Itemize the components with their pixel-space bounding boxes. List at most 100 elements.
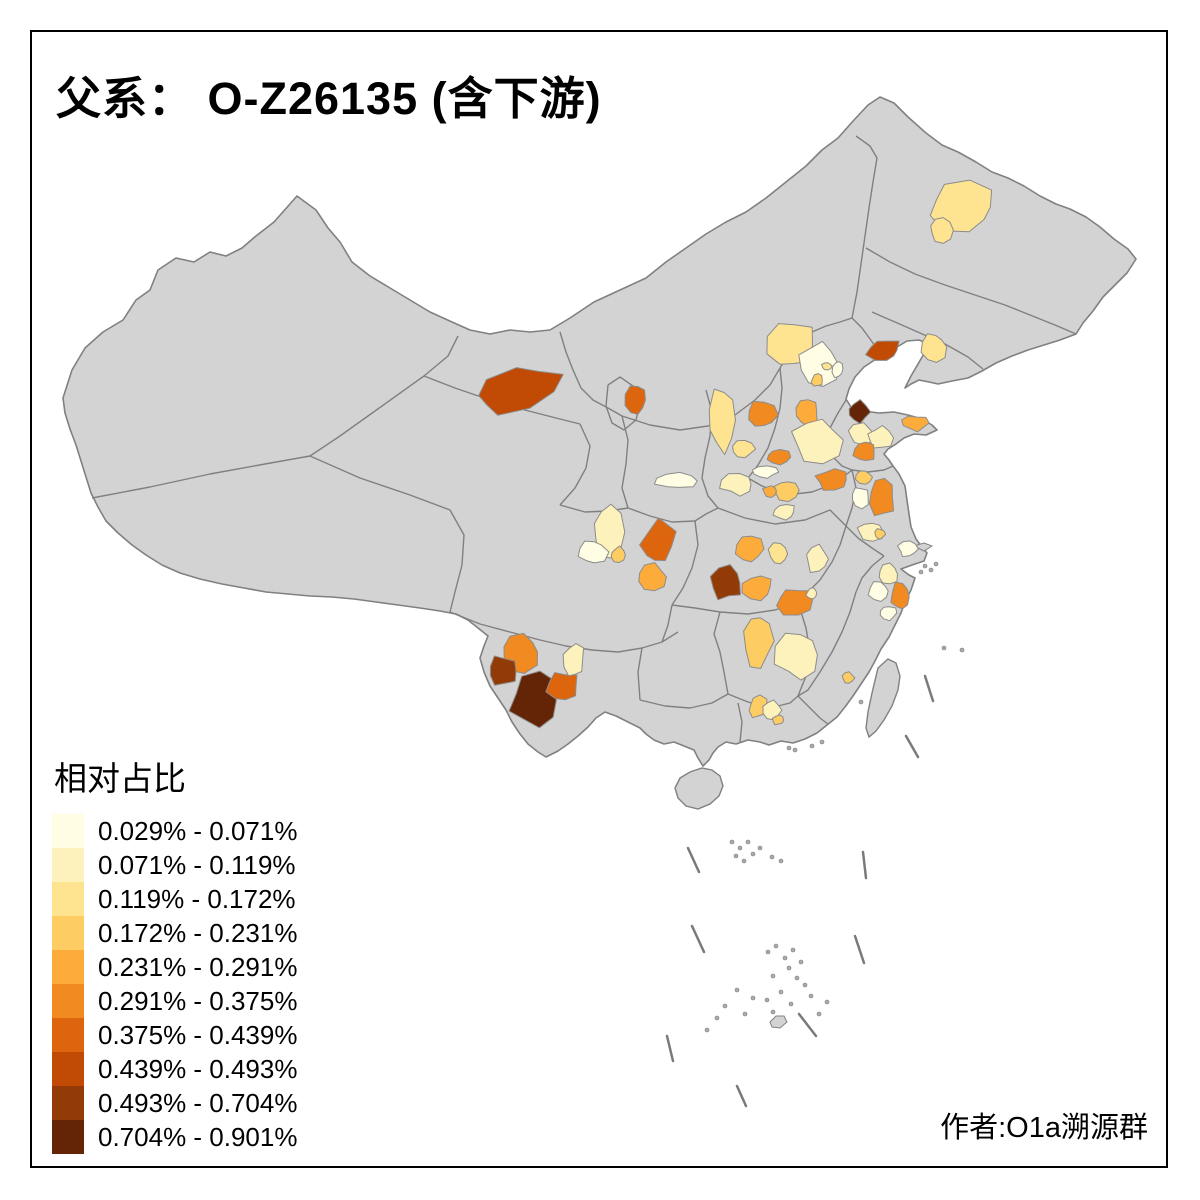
- legend-swatch: [52, 950, 84, 984]
- province-border: [639, 693, 729, 709]
- map-region-patch: [709, 564, 741, 601]
- islet-dot: [792, 747, 798, 753]
- map-region-patch: [772, 504, 795, 521]
- map-region-patch: [762, 485, 777, 498]
- map-region-patch: [562, 643, 585, 677]
- islet-dot: [704, 1027, 710, 1033]
- map-region-patch: [638, 562, 667, 592]
- legend-label: 0.493% - 0.704%: [98, 1087, 298, 1118]
- nine-dash-segment: [665, 1034, 675, 1063]
- legend-label: 0.231% - 0.291%: [98, 951, 298, 982]
- islet-dot: [782, 955, 788, 961]
- province-border: [637, 647, 643, 701]
- province-border: [717, 507, 847, 527]
- map-region-patch: [879, 606, 898, 622]
- legend-label: 0.439% - 0.493%: [98, 1053, 298, 1084]
- map-region-patch: [508, 670, 557, 729]
- map-region-patch: [867, 581, 889, 602]
- map-region-patch: [831, 361, 844, 379]
- map-region-patch: [771, 714, 785, 726]
- map-region-patch: [874, 528, 887, 540]
- islet-dot: [737, 845, 743, 851]
- legend-label: 0.029% - 0.071%: [98, 815, 298, 846]
- legend-swatch: [52, 1120, 84, 1154]
- islet-dot: [786, 965, 792, 971]
- map-region-patch: [752, 465, 780, 479]
- map-region-patch: [653, 471, 698, 488]
- islet-dot: [764, 997, 770, 1003]
- islet-dot: [770, 973, 776, 979]
- islet-dot: [798, 959, 804, 965]
- nine-dash-segment: [853, 934, 866, 965]
- map-region-patch: [743, 617, 775, 669]
- islet-dot: [750, 995, 756, 1001]
- islet-dot: [808, 993, 814, 999]
- province-border: [865, 247, 1077, 335]
- legend-swatch: [52, 882, 84, 916]
- map-region-patch: [878, 562, 898, 585]
- map-region-patch: [841, 671, 856, 684]
- map-region-patch: [741, 575, 772, 602]
- map-region-patch: [791, 418, 844, 465]
- legend-swatch: [52, 984, 84, 1018]
- map-region-patch: [489, 655, 517, 686]
- map-region-patch: [639, 517, 677, 562]
- province-border: [671, 520, 699, 606]
- island: [769, 1015, 788, 1029]
- islet-dot: [918, 569, 924, 575]
- legend-swatch: [52, 1052, 84, 1086]
- province-border: [559, 504, 629, 513]
- map-region-patch: [766, 449, 792, 466]
- province-border: [737, 702, 743, 743]
- map-region-patch: [798, 340, 839, 387]
- islet-dot: [741, 858, 747, 864]
- legend-label: 0.291% - 0.375%: [98, 985, 298, 1016]
- map-region-patch: [767, 542, 789, 565]
- islet-dot: [757, 845, 763, 851]
- nine-dash-segment: [861, 850, 868, 880]
- map-region-patch: [867, 425, 895, 449]
- map-region-patch: [773, 632, 818, 681]
- islet-dot: [802, 982, 808, 988]
- islet-dot: [941, 645, 947, 651]
- map-region-patch: [868, 477, 895, 517]
- province-border: [797, 591, 857, 697]
- legend-label: 0.172% - 0.231%: [98, 917, 298, 948]
- islet-dot: [765, 949, 771, 955]
- islet-dot: [922, 563, 928, 569]
- legend-swatch: [52, 848, 84, 882]
- mainland-outline: [62, 96, 1137, 767]
- islet-dot: [778, 858, 784, 864]
- nine-dash-segment: [923, 674, 935, 703]
- map-region-patch: [776, 589, 813, 616]
- hainan-island: [674, 767, 724, 810]
- islet-dot: [790, 947, 796, 953]
- legend-label: 0.704% - 0.901%: [98, 1121, 298, 1152]
- map-region-patch: [848, 399, 872, 425]
- map-region-patch: [806, 543, 829, 573]
- islet-dot: [933, 561, 939, 567]
- islet-dot: [788, 1001, 794, 1007]
- map-region-patch: [577, 540, 610, 564]
- map-region-patch: [920, 333, 948, 363]
- map-region-patch: [719, 473, 752, 497]
- legend-row: 0.231% - 0.291%: [52, 950, 297, 984]
- islet-dot: [734, 987, 740, 993]
- map-region-patch: [734, 535, 765, 563]
- map-region-patch: [930, 217, 954, 244]
- map-region-patch: [624, 385, 646, 415]
- province-border: [621, 415, 629, 509]
- islet-dot: [742, 1011, 748, 1017]
- province-border: [627, 507, 719, 523]
- legend-row: 0.291% - 0.375%: [52, 984, 297, 1018]
- islet-dot: [770, 1009, 776, 1015]
- map-region-patch: [732, 439, 757, 459]
- islet-dot: [858, 699, 864, 705]
- nine-dash-segment: [735, 1084, 748, 1108]
- map-region-patch: [814, 468, 847, 491]
- province-border: [713, 611, 729, 695]
- islet-dot: [733, 853, 739, 859]
- legend-row: 0.439% - 0.493%: [52, 1052, 297, 1086]
